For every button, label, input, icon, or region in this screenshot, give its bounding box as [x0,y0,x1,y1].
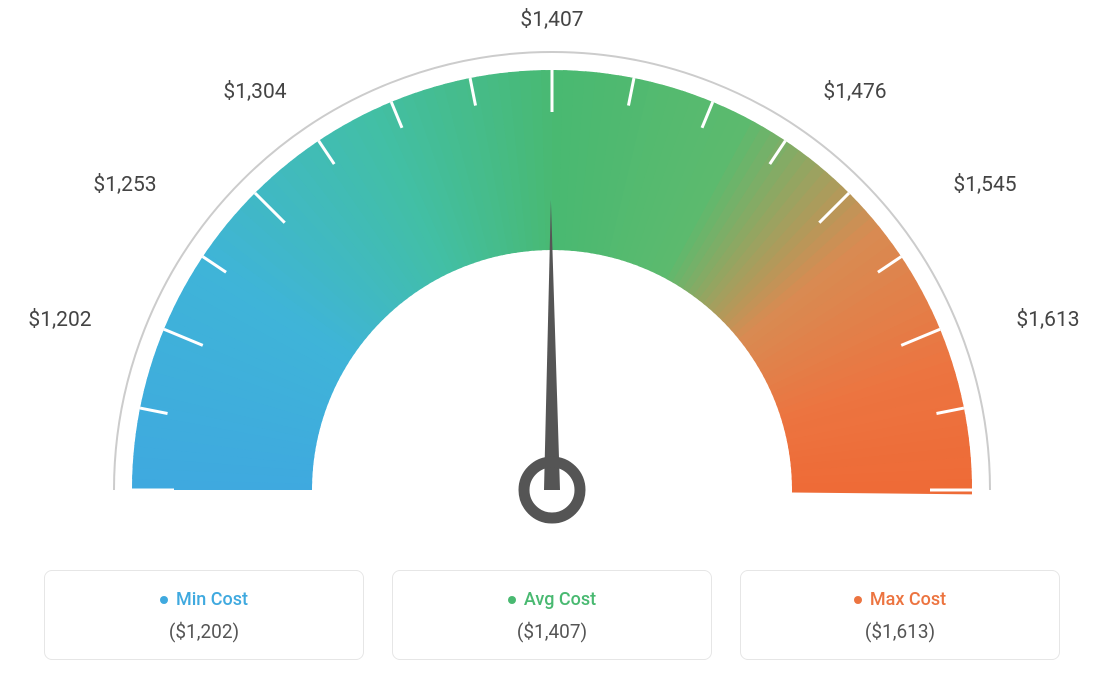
legend-title-text-max: Max Cost [870,589,946,610]
legend-dot-max [854,596,862,604]
gauge-tick-label: $1,202 [28,308,91,332]
legend-title-text-avg: Avg Cost [524,589,596,610]
legend-row: Min Cost ($1,202) Avg Cost ($1,407) Max … [0,570,1104,661]
legend-title-min: Min Cost [160,589,248,610]
legend-title-avg: Avg Cost [508,589,596,610]
gauge-tick-label: $1,545 [953,173,1016,197]
legend-dot-avg [508,596,516,604]
gauge-svg [0,0,1104,540]
gauge-tick-label: $1,304 [223,80,286,104]
legend-value-avg: ($1,407) [413,620,691,643]
gauge-area: $1,202 $1,253 $1,304 $1,407 $1,476 $1,545 $1,6… [0,0,1104,540]
legend-dot-min [160,596,168,604]
legend-card-avg: Avg Cost ($1,407) [392,570,712,661]
gauge-tick-label: $1,613 [1016,308,1079,332]
gauge-tick-label: $1,407 [520,8,583,32]
gauge-tick-label: $1,253 [93,173,156,197]
legend-card-min: Min Cost ($1,202) [44,570,364,661]
legend-card-max: Max Cost ($1,613) [740,570,1060,661]
gauge-chart-container: $1,202 $1,253 $1,304 $1,407 $1,476 $1,545 $1,6… [0,0,1104,690]
legend-value-min: ($1,202) [65,620,343,643]
legend-title-max: Max Cost [854,589,946,610]
legend-title-text-min: Min Cost [176,589,248,610]
gauge-tick-label: $1,476 [823,80,886,104]
legend-value-max: ($1,613) [761,620,1039,643]
